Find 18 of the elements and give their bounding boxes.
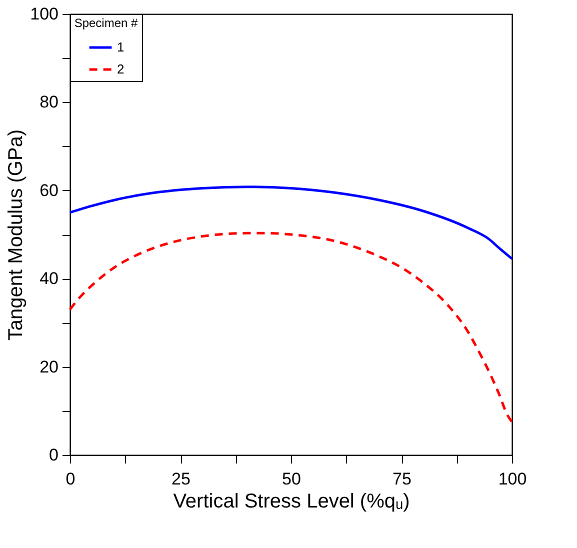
y-tick-label: 60 bbox=[40, 180, 58, 200]
x-tick-label: 75 bbox=[392, 470, 412, 488]
legend-title: Specimen # bbox=[74, 16, 138, 30]
y-tick-label: 0 bbox=[49, 446, 58, 464]
y-tick-label: 100 bbox=[30, 4, 58, 24]
line-series bbox=[68, 186, 514, 260]
y-axis-title: Tangent Modulus (GPa) bbox=[5, 129, 28, 341]
line-series bbox=[68, 232, 514, 424]
y-tick-label: 40 bbox=[40, 269, 58, 288]
x-tick-label: 0 bbox=[66, 470, 76, 488]
x-axis-title: Vertical Stress Level (%qᵤ) bbox=[173, 490, 410, 512]
x-tick-label: 50 bbox=[282, 470, 301, 488]
legend-label: 2 bbox=[117, 62, 124, 76]
x-tick-label: 25 bbox=[172, 470, 190, 488]
legend-label: 1 bbox=[117, 40, 124, 54]
y-tick-label: 20 bbox=[40, 357, 58, 376]
x-tick-label: 100 bbox=[498, 470, 527, 488]
y-tick-label: 80 bbox=[40, 92, 58, 112]
